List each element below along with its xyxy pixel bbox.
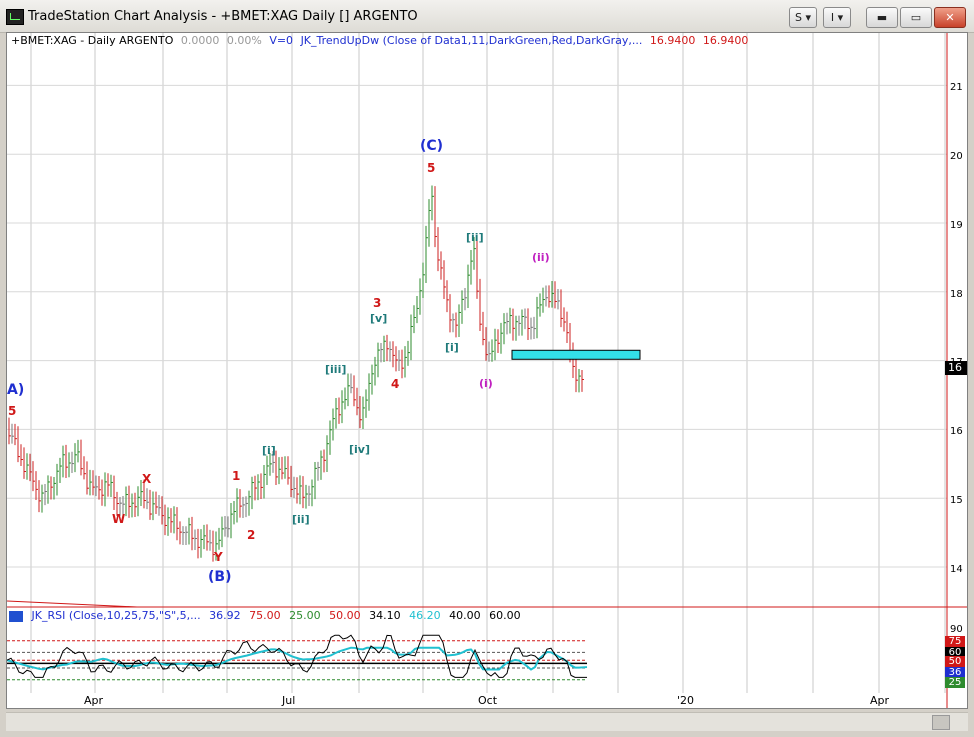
rsi-line	[7, 634, 587, 678]
rsi-tag-50: 50	[945, 656, 965, 667]
price-tick-16: 16	[950, 426, 963, 437]
wave-label-3: 3	[373, 296, 382, 310]
window-title: TradeStation Chart Analysis - +BMET:XAG …	[28, 9, 418, 24]
wave-label-4: 4	[391, 377, 400, 391]
rsi-value-4: 50.00	[329, 609, 361, 622]
rsi-tag-60: 60	[945, 647, 965, 658]
rsi-value-2: 75.00	[249, 609, 281, 622]
chart-area[interactable]: +BMET:XAG - Daily ARGENTO 0.0000 0.00% V…	[6, 32, 968, 709]
time-label-apr: Apr	[84, 694, 104, 707]
wave-label-i-first: [i]	[262, 444, 276, 457]
close-icon: ✕	[945, 11, 955, 24]
horizontal-scrollbar[interactable]	[6, 712, 968, 731]
wave-label-paren-i: (i)	[479, 377, 493, 390]
rsi-signal-line	[7, 646, 588, 671]
wave-label-c: (C)	[420, 138, 444, 154]
time-label-jul: Jul	[282, 694, 296, 707]
wave-label-1: 1	[232, 469, 241, 483]
rsi-value-6: 46.20	[409, 609, 441, 622]
price-tick-19: 19	[950, 220, 963, 231]
wave-label-b: (B)	[208, 569, 232, 585]
rsi-value-3: 25.00	[289, 609, 321, 622]
i-menu-button[interactable]: I ▾	[823, 7, 851, 28]
rsi-value-5: 34.10	[369, 609, 401, 622]
wave-label-w: W	[112, 512, 126, 526]
rsi-tick-90: 90	[950, 624, 963, 635]
rsi-name: JK_RSI (Close,10,25,75,"S",5,...	[31, 609, 201, 622]
wave-label-x: X	[142, 472, 152, 486]
wave-label-a: A)	[7, 382, 25, 398]
indicator-label: JK_TrendUpDw (Close of Data1,11,DarkGree…	[300, 34, 643, 47]
scroll-thumb[interactable]	[932, 715, 950, 730]
time-label-oct: Oct	[478, 694, 498, 707]
rsi-tag-75: 75	[945, 636, 965, 647]
price-chart-canvas	[7, 33, 967, 708]
rsi-header: JK_RSI (Close,10,25,75,"S",5,... 36.92 7…	[7, 609, 526, 624]
i-button-label: I	[830, 11, 835, 24]
symbol-label: +BMET:XAG - Daily ARGENTO	[11, 34, 174, 47]
wave-label-i-second: [i]	[445, 341, 459, 354]
minimize-button[interactable]: ▬	[866, 7, 898, 28]
indicator-value-1: 16.9400	[649, 34, 696, 47]
time-label-2020: '20	[677, 694, 695, 707]
wave-label-paren-ii: (ii)	[532, 251, 550, 264]
wave-label-iv: [iv]	[349, 443, 370, 456]
rsi-value-1: 36.92	[209, 609, 241, 622]
maximize-icon: ▭	[910, 11, 922, 24]
trend-line	[7, 600, 138, 608]
wave-label-5: 5	[427, 161, 436, 175]
price-tick-14: 14	[950, 564, 963, 575]
rsi-value-8: 60.00	[489, 609, 521, 622]
time-label-apr-2020: Apr	[870, 694, 890, 707]
price-tick-20: 20	[950, 151, 963, 162]
target-zone-box	[511, 349, 641, 360]
rsi-panel	[7, 634, 588, 681]
wave-label-y: Y	[214, 550, 223, 564]
change-value: 0.0000	[180, 34, 220, 47]
indicator-value-2: 16.9400	[702, 34, 749, 47]
price-bars	[7, 185, 641, 608]
rsi-value-7: 40.00	[449, 609, 481, 622]
title-bar: TradeStation Chart Analysis - +BMET:XAG …	[0, 0, 974, 33]
wave-label-ii-first: [ii]	[292, 513, 310, 526]
wave-label-v: [v]	[370, 312, 388, 325]
price-tick-15: 15	[950, 495, 963, 506]
price-tick-21: 21	[950, 82, 963, 93]
minimize-icon: ▬	[876, 11, 888, 24]
rsi-indicator-icon	[9, 610, 23, 622]
rsi-tag-36: 36	[945, 667, 965, 678]
last-price-tag: 16	[945, 361, 967, 375]
volume-value: V=0	[269, 34, 294, 47]
wave-label-iii: [iii]	[325, 363, 347, 376]
wave-label-ii-second: [ii]	[466, 231, 484, 244]
chart-header: +BMET:XAG - Daily ARGENTO 0.0000 0.00% V…	[11, 34, 752, 47]
wave-label-2: 2	[247, 528, 256, 542]
maximize-button[interactable]: ▭	[900, 7, 932, 28]
s-button-label: S	[794, 11, 802, 24]
chart-grid	[7, 33, 967, 708]
price-tick-18: 18	[950, 289, 963, 300]
close-button[interactable]: ✕	[934, 7, 966, 28]
change-pct-value: 0.00%	[226, 34, 262, 47]
s-menu-button[interactable]: S ▾	[789, 7, 817, 28]
wave-label-5-left: 5	[8, 404, 17, 418]
rsi-tag-25: 25	[945, 677, 965, 688]
tradestation-app-icon	[6, 9, 24, 25]
